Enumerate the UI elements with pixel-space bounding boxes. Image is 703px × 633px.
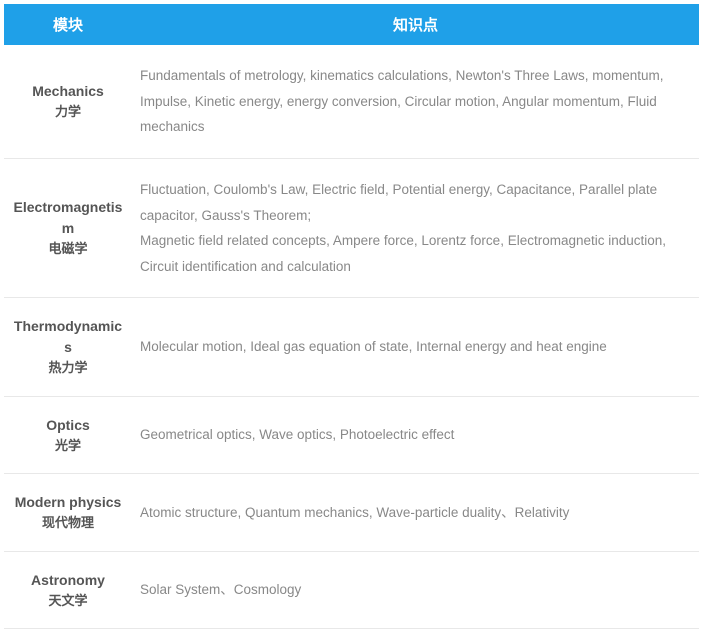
header-content: 知识点 [132,4,699,45]
table-row: Astronomy 天文学 Solar System、Cosmology [4,551,699,629]
content-cell: Solar System、Cosmology [132,551,699,629]
table-body: Mechanics 力学 Fundamentals of metrology, … [4,45,699,629]
content-text: Geometrical optics, Wave optics, Photoel… [140,422,685,448]
content-text: Magnetic field related concepts, Ampere … [140,228,685,279]
content-cell: Geometrical optics, Wave optics, Photoel… [132,396,699,474]
content-cell: Fundamentals of metrology, kinematics ca… [132,45,699,158]
module-name-cn: 现代物理 [12,513,124,533]
module-cell: Thermodynamics 热力学 [4,298,132,397]
module-name-en: Thermodynamics [12,316,124,358]
module-cell: Astronomy 天文学 [4,551,132,629]
module-name-en: Mechanics [12,81,124,102]
module-cell: Electromagnetism 电磁学 [4,158,132,298]
module-name-cn: 天文学 [12,591,124,611]
module-name-cn: 光学 [12,436,124,456]
table-row: Mechanics 力学 Fundamentals of metrology, … [4,45,699,158]
module-cell: Modern physics 现代物理 [4,474,132,552]
content-text: Solar System、Cosmology [140,577,685,603]
table-row: Modern physics 现代物理 Atomic structure, Qu… [4,474,699,552]
table-row: Optics 光学 Geometrical optics, Wave optic… [4,396,699,474]
content-text: Molecular motion, Ideal gas equation of … [140,334,685,360]
content-cell: Fluctuation, Coulomb's Law, Electric fie… [132,158,699,298]
table-header-row: 模块 知识点 [4,4,699,45]
module-name-en: Modern physics [12,492,124,513]
module-name-en: Astronomy [12,570,124,591]
module-name-en: Electromagnetism [12,197,124,239]
module-cell: Optics 光学 [4,396,132,474]
table-row: Thermodynamics 热力学 Molecular motion, Ide… [4,298,699,397]
content-text: Atomic structure, Quantum mechanics, Wav… [140,500,685,526]
module-name-cn: 热力学 [12,358,124,378]
content-cell: Molecular motion, Ideal gas equation of … [132,298,699,397]
content-text: Fundamentals of metrology, kinematics ca… [140,63,685,140]
physics-modules-table: 模块 知识点 Mechanics 力学 Fundamentals of metr… [4,4,699,629]
module-name-cn: 电磁学 [12,239,124,259]
header-module: 模块 [4,4,132,45]
content-text: Fluctuation, Coulomb's Law, Electric fie… [140,177,685,228]
table-row: Electromagnetism 电磁学 Fluctuation, Coulom… [4,158,699,298]
module-cell: Mechanics 力学 [4,45,132,158]
module-name-en: Optics [12,415,124,436]
content-cell: Atomic structure, Quantum mechanics, Wav… [132,474,699,552]
module-name-cn: 力学 [12,102,124,122]
